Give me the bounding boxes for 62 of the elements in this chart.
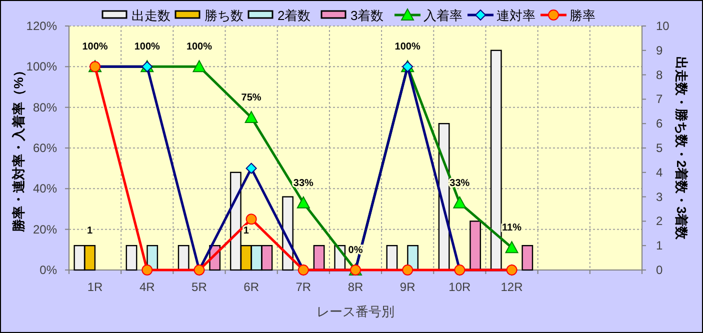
y2-axis-title: 出走数・勝ち数・2着数・3着数 — [674, 56, 689, 241]
y-tick-label: 100% — [26, 60, 58, 74]
bar — [126, 245, 138, 271]
y2-tick-label: 10 — [656, 19, 670, 33]
legend-label: 2着数 — [278, 8, 311, 23]
bar — [522, 245, 534, 271]
bar — [386, 245, 398, 271]
data-label: 100% — [134, 42, 160, 53]
x-tick-label: 10R — [448, 280, 472, 294]
y-tick-label: 60% — [32, 141, 58, 155]
x-tick-label: 6R — [244, 280, 260, 294]
y-tick-label: 0% — [40, 263, 58, 277]
y2-tick-label: 9 — [656, 43, 663, 58]
data-label: 1 — [87, 226, 94, 237]
bar — [470, 220, 482, 271]
y2-tick-label: 0 — [656, 263, 663, 277]
y-tick-label: 120% — [26, 19, 58, 33]
bar — [178, 245, 190, 271]
y2-tick-label: 1 — [656, 238, 663, 253]
legend-label: 連対率 — [496, 8, 536, 23]
y2-tick-label: 2 — [656, 214, 663, 228]
x-tick-label: 9R — [400, 280, 416, 294]
data-label: 100% — [394, 42, 420, 53]
legend-label: 勝ち数 — [204, 8, 244, 23]
point — [402, 264, 414, 276]
data-label: 100% — [82, 42, 108, 53]
y-axis-title: 勝率・連対率・入着率（%） — [11, 64, 26, 233]
point — [142, 264, 153, 276]
point — [192, 60, 206, 72]
data-label: 100% — [186, 42, 212, 53]
data-label: 1 — [243, 226, 250, 237]
bar — [313, 245, 325, 271]
legend-label: 勝率 — [570, 8, 596, 23]
bar — [490, 50, 502, 271]
legend-label: 入着率 — [424, 8, 462, 23]
data-label: 11% — [502, 222, 522, 234]
y2-tick-label: 6 — [656, 116, 663, 131]
point — [453, 196, 466, 208]
x-tick-label: 4R — [139, 280, 156, 294]
point — [246, 214, 257, 225]
y-tick-label: 40% — [32, 182, 58, 196]
point — [505, 241, 518, 254]
legend-label: 出走数 — [132, 8, 170, 23]
x-tick-label: 12R — [500, 280, 524, 294]
y2-tick-label: 7 — [656, 92, 663, 106]
y2-tick-label: 8 — [656, 68, 663, 82]
data-label: 75% — [241, 92, 262, 104]
legend-label: 3着数 — [350, 8, 384, 23]
y2-tick-label: 5 — [656, 141, 663, 155]
x-axis-title: レース番号別 — [316, 304, 394, 319]
y-tick-label: 80% — [32, 100, 58, 114]
y2-tick-label: 4 — [656, 165, 663, 180]
data-label: 33% — [293, 178, 314, 189]
x-tick-label: 5R — [192, 280, 208, 294]
point — [246, 162, 257, 174]
point — [296, 196, 310, 208]
y2-tick-label: 3 — [656, 190, 663, 204]
x-tick-label: 1R — [87, 280, 104, 294]
x-tick-label: 8R — [348, 280, 364, 294]
x-tick-label: 7R — [296, 280, 312, 294]
y-tick-label: 20% — [32, 222, 58, 236]
point — [244, 111, 258, 123]
